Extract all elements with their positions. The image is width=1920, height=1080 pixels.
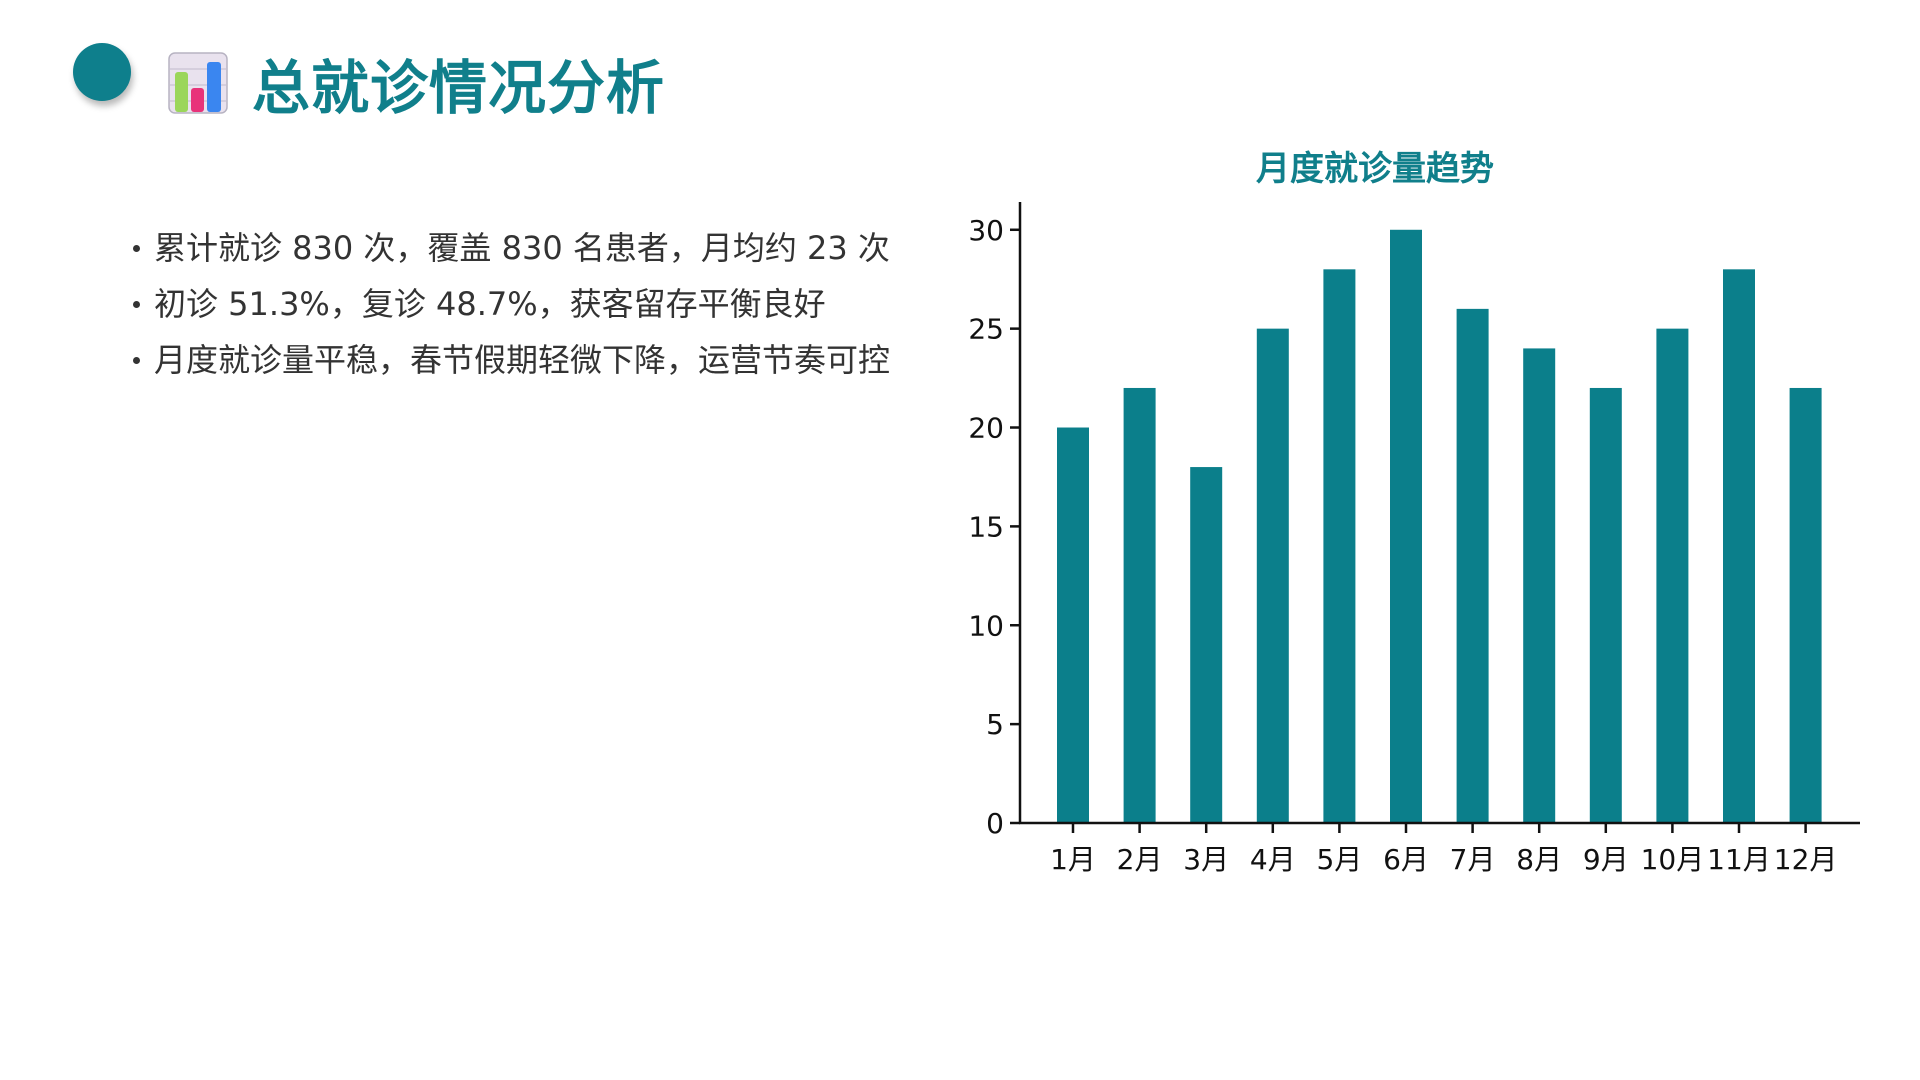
bullet-dot — [133, 301, 140, 308]
bar — [1656, 328, 1689, 823]
bullet-text: 月度就诊量平稳，春节假期轻微下降，运营节奏可控 — [154, 341, 891, 379]
x-tick-label: 5月 — [1316, 843, 1362, 876]
y-tick-label: 30 — [968, 214, 1004, 247]
bullet-dot — [133, 357, 140, 364]
monthly-visits-chart: 月度就诊量趋势 0 5 10 15 20 25 30 1月 2月 3月 4月 5月 6月 7月 8月 9月 1… — [940, 149, 1880, 900]
x-tick-label: 9月 — [1583, 843, 1629, 876]
bar — [1589, 387, 1622, 823]
x-tick-label: 8月 — [1516, 843, 1562, 876]
bullet-text: 初诊 51.3%，复诊 48.7%，获客留存平衡良好 — [154, 285, 826, 323]
x-tick-label: 11月 — [1707, 843, 1771, 876]
bar-chart-icon — [168, 52, 228, 114]
y-axis-ticks: 0 5 10 15 20 25 30 — [968, 214, 1020, 840]
bullet-item: 月度就诊量平稳，春节假期轻微下降，运营节奏可控 — [128, 332, 890, 388]
y-tick-label: 20 — [968, 412, 1004, 445]
bar — [1190, 467, 1223, 823]
bar — [1057, 427, 1089, 823]
x-tick-label: 12月 — [1774, 843, 1838, 876]
bar — [1256, 328, 1289, 823]
x-tick-label: 2月 — [1117, 843, 1163, 876]
x-tick-label: 4月 — [1250, 843, 1296, 876]
x-tick-label: 1月 — [1050, 843, 1096, 876]
bullet-item: 初诊 51.3%，复诊 48.7%，获客留存平衡良好 — [128, 276, 890, 332]
y-tick-label: 25 — [968, 313, 1004, 346]
bar — [1789, 387, 1822, 823]
page-title: 总就诊情况分析 — [252, 54, 666, 122]
y-tick-label: 15 — [968, 510, 1004, 543]
bullet-dot — [133, 245, 140, 252]
bullet-item: 累计就诊 830 次，覆盖 830 名患者，月均约 23 次 — [128, 220, 890, 276]
x-tick-label: 7月 — [1450, 843, 1496, 876]
bullet-list: 累计就诊 830 次，覆盖 830 名患者，月均约 23 次 初诊 51.3%，… — [128, 220, 890, 388]
x-axis-ticks: 1月 2月 3月 4月 5月 6月 7月 8月 9月 10月 11月 12月 — [1050, 823, 1837, 876]
bullet-text: 累计就诊 830 次，覆盖 830 名患者，月均约 23 次 — [154, 229, 890, 267]
chart-title: 月度就诊量趋势 — [1256, 149, 1494, 189]
chart-bars — [1057, 229, 1822, 824]
x-tick-label: 6月 — [1383, 843, 1429, 876]
x-tick-label: 10月 — [1641, 843, 1705, 876]
header-accent-dot — [73, 43, 131, 101]
bar — [1323, 269, 1356, 823]
x-tick-label: 3月 — [1183, 843, 1229, 876]
bar — [1390, 229, 1422, 824]
bar — [1723, 269, 1755, 823]
bar — [1123, 387, 1156, 823]
bar — [1456, 308, 1489, 823]
y-tick-label: 10 — [968, 609, 1004, 642]
bar — [1523, 348, 1556, 823]
y-tick-label: 5 — [986, 708, 1004, 741]
y-tick-label: 0 — [986, 807, 1004, 840]
